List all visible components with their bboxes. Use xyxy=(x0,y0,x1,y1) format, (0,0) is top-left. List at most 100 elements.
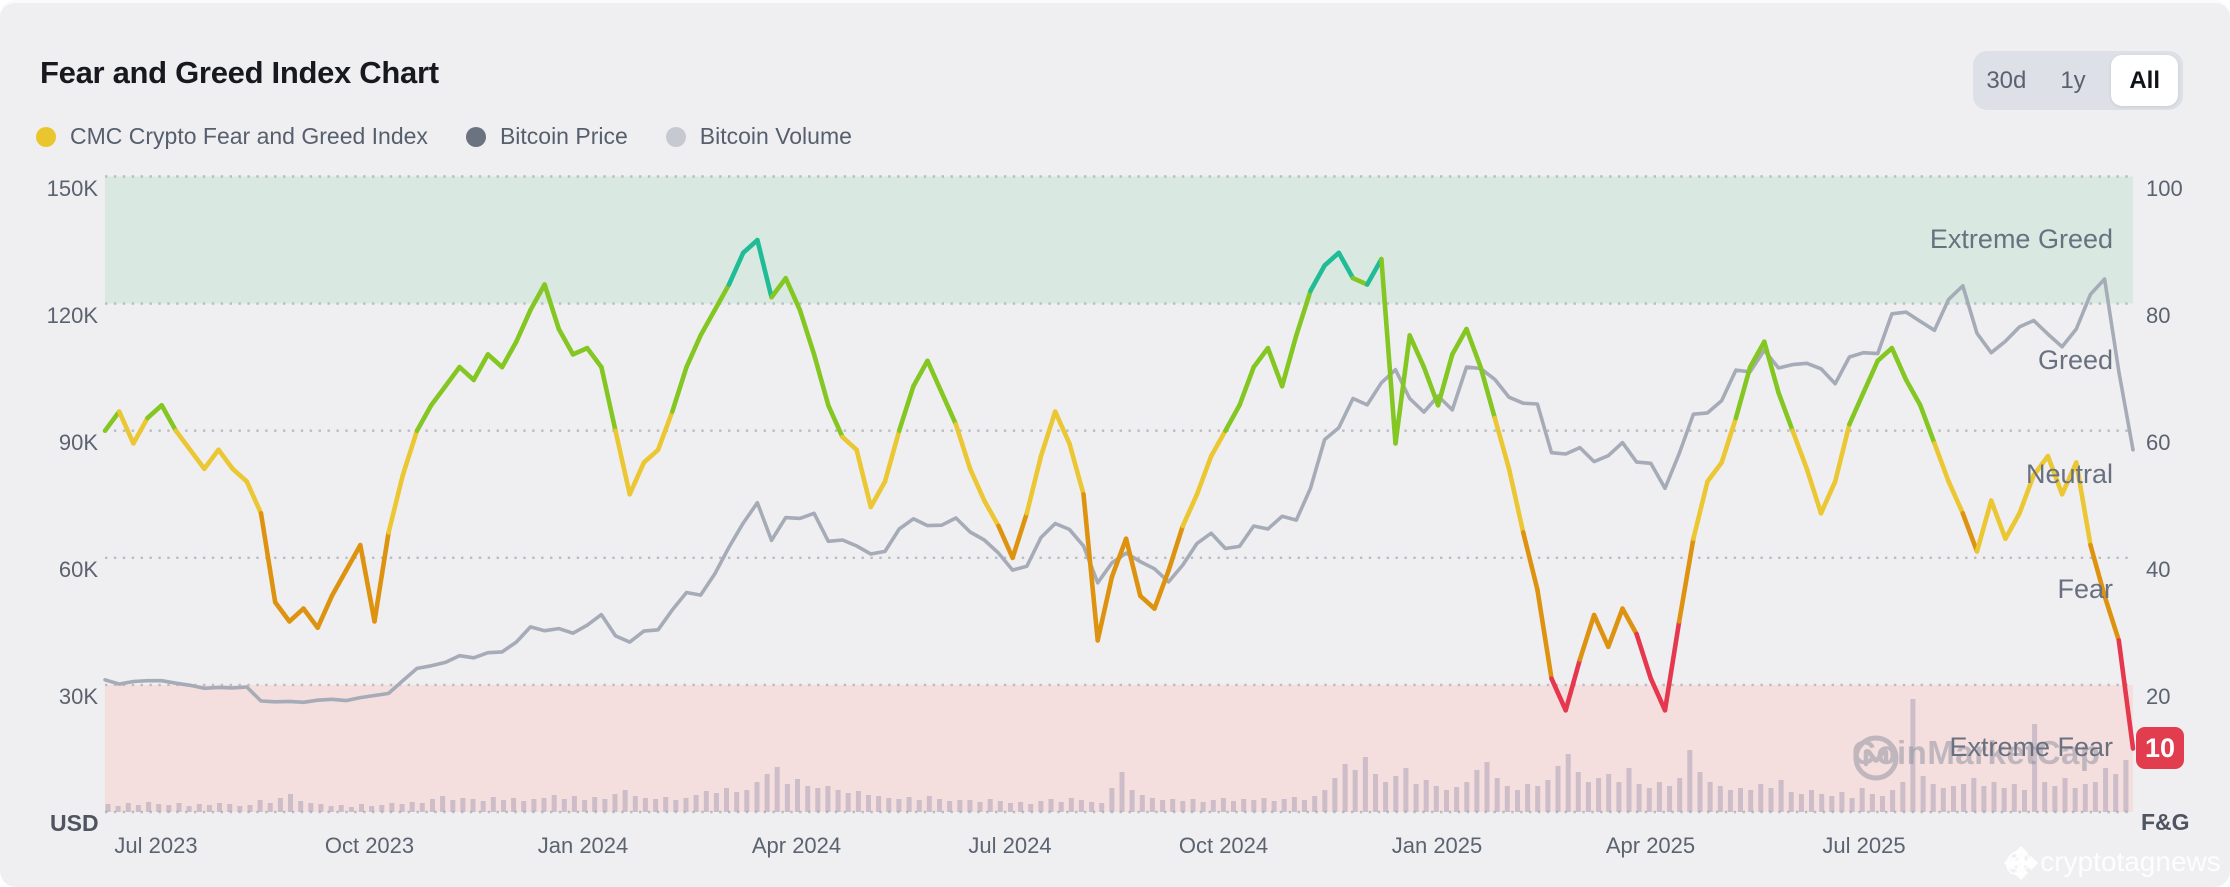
fg-line-segment xyxy=(1223,402,1242,434)
volume-bar xyxy=(1099,803,1105,812)
fg-line-segment xyxy=(202,447,221,472)
x-axis-tick: Jan 2025 xyxy=(1391,833,1483,858)
volume-bar xyxy=(1910,699,1916,812)
volume-bar xyxy=(288,794,293,812)
range-button-all[interactable]: All xyxy=(2111,55,2179,106)
fg-line-segment xyxy=(1279,333,1299,389)
fg-line-segment xyxy=(1506,466,1526,535)
legend-item[interactable]: CMC Crypto Fear and Greed Index xyxy=(36,123,428,150)
volume-bar xyxy=(1839,792,1845,812)
volume-bar xyxy=(1788,792,1794,812)
fg-line-segment xyxy=(1889,345,1909,383)
volume-bar xyxy=(1048,799,1054,812)
volume-bar xyxy=(2032,724,2038,812)
volume-bar xyxy=(1220,798,1226,812)
x-axis-tick: Apr 2025 xyxy=(1605,833,1696,858)
volume-bar xyxy=(1322,790,1328,812)
volume-bar xyxy=(602,799,608,812)
fg-line-segment xyxy=(414,402,434,434)
volume-bar xyxy=(1068,798,1074,812)
fg-line-segment xyxy=(712,282,732,313)
volume-bar xyxy=(399,804,405,812)
volume-bar xyxy=(379,805,385,812)
fg-line-segment xyxy=(2017,472,2036,516)
fg-line-segment xyxy=(457,364,477,383)
fg-line-segment xyxy=(1350,275,1370,287)
volume-bar xyxy=(703,791,709,812)
fg-line-segment xyxy=(1662,619,1682,713)
volume-bar xyxy=(1504,786,1510,812)
volume-bar xyxy=(551,795,557,812)
fg-line-segment xyxy=(2003,510,2022,542)
volume-bar xyxy=(2052,786,2058,812)
fg-line-segment xyxy=(939,390,959,427)
volume-bar xyxy=(1575,772,1581,812)
fg-line-segment xyxy=(1705,460,1724,484)
volume-bar xyxy=(1991,782,1997,812)
range-button-30d[interactable]: 30d xyxy=(1986,66,2027,94)
left-axis-tick: 120K xyxy=(46,302,98,328)
fg-line-segment xyxy=(1294,288,1313,338)
legend-item[interactable]: Bitcoin Price xyxy=(465,123,628,150)
volume-bar xyxy=(1798,794,1804,812)
range-button-1y[interactable]: 1y xyxy=(2060,66,2086,94)
fg-line-segment xyxy=(1634,631,1654,681)
volume-bar xyxy=(1373,774,1378,812)
fg-line-segment xyxy=(216,447,235,472)
volume-bar xyxy=(967,800,973,812)
page-title: Fear and Greed Index Chart xyxy=(40,55,439,90)
volume-bar xyxy=(186,806,192,812)
volume-bar xyxy=(196,804,202,812)
fg-line-segment xyxy=(1648,676,1668,713)
fg-line-segment xyxy=(1733,364,1753,421)
coinmarketcap-logo-icon xyxy=(1853,735,1899,781)
volume-bar xyxy=(1707,782,1713,812)
volume-bar xyxy=(815,788,821,812)
volume-bar xyxy=(622,790,628,812)
volume-bar xyxy=(1261,798,1267,812)
fg-line-segment xyxy=(1336,250,1356,281)
volume-bar xyxy=(470,799,476,812)
legend-dot-icon xyxy=(665,126,686,147)
fg-line-segment xyxy=(599,364,618,434)
fg-line-segment xyxy=(372,530,391,624)
fg-line-segment xyxy=(655,409,675,453)
volume-bar xyxy=(1900,782,1906,812)
fg-line-segment xyxy=(1166,523,1186,573)
volume-bar xyxy=(338,805,344,812)
volume-bar xyxy=(176,803,182,812)
fg-line-segment xyxy=(1606,606,1625,650)
fg-line-segment xyxy=(1563,657,1583,713)
volume-bar xyxy=(1606,774,1612,812)
volume-bar xyxy=(1687,750,1693,812)
volume-bar xyxy=(206,805,212,812)
volume-bar xyxy=(1667,786,1673,812)
fg-line-segment xyxy=(769,275,789,300)
volume-bar xyxy=(227,804,233,812)
fg-value-badge-text: 10 xyxy=(2144,732,2176,763)
x-axis-tick: Jul 2023 xyxy=(114,833,198,858)
legend-item[interactable]: Bitcoin Volume xyxy=(665,123,852,150)
fg-line-segment xyxy=(287,606,306,624)
fg-line-segment xyxy=(145,402,164,421)
fg-line-segment xyxy=(528,282,547,313)
volume-bar xyxy=(460,798,466,812)
volume-bar xyxy=(328,806,334,812)
volume-bar xyxy=(521,801,527,812)
fg-line-segment xyxy=(1492,415,1512,472)
fg-line-segment xyxy=(1776,390,1795,434)
fg-line-segment xyxy=(102,409,122,434)
fg-line-segment xyxy=(1180,491,1200,529)
fg-line-segment xyxy=(1946,479,1966,516)
volume-bar xyxy=(1849,798,1855,812)
volume-bar xyxy=(1403,768,1409,812)
fg-line-segment xyxy=(1762,339,1781,395)
fg-line-segment xyxy=(2102,593,2122,643)
volume-bar xyxy=(1291,797,1297,812)
volume-bar xyxy=(318,804,324,812)
volume-bar xyxy=(1119,772,1125,812)
volume-bar xyxy=(1646,788,1652,812)
fg-line-segment xyxy=(1988,498,2008,542)
fg-line-segment xyxy=(740,237,760,256)
volume-bar xyxy=(1281,799,1287,812)
